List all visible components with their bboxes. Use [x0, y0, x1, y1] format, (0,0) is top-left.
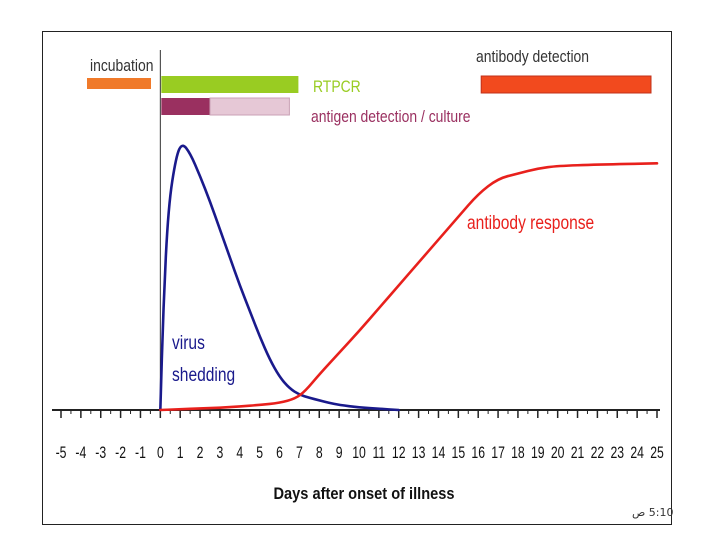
x-tick-label: 16 [471, 444, 485, 462]
x-tick-label: 22 [591, 444, 605, 462]
bar-antibody-detection [480, 75, 652, 94]
x-tick-label: 23 [610, 444, 624, 462]
x-tick-label: 8 [316, 444, 323, 462]
x-tick-label: 20 [551, 444, 565, 462]
bar-label-antibody-detection: antibody detection [476, 48, 589, 67]
series-label-virus-shedding: virus [172, 332, 205, 354]
bar-label-incubation: incubation [90, 57, 153, 76]
x-axis-label: Days after onset of illness [273, 485, 454, 503]
bar-label-rtpcr: RTPCR [313, 78, 361, 97]
x-tick-label: -5 [56, 444, 67, 462]
x-tick-label: 4 [236, 444, 243, 462]
series-label-antibody-response: antibody response [467, 212, 594, 234]
x-tick-label: 25 [650, 444, 664, 462]
chart-frame [42, 31, 672, 525]
x-tick-label: 21 [571, 444, 585, 462]
x-tick-label: 15 [452, 444, 466, 462]
series-line-antibody-response [159, 162, 659, 412]
x-tick-label: 17 [491, 444, 505, 462]
x-tick-label: 24 [630, 444, 644, 462]
x-tick-label: -4 [75, 444, 86, 462]
x-tick-label: -1 [135, 444, 146, 462]
x-tick-label: 18 [511, 444, 525, 462]
bar-antigen-culture [209, 97, 290, 116]
test-window-bars: incubation RTPCR antigen detection / cultu… [87, 48, 652, 127]
x-tick-label: 12 [392, 444, 406, 462]
x-tick-label: 0 [157, 444, 164, 462]
x-tick-label: 1 [177, 444, 184, 462]
x-tick-label: 13 [412, 444, 426, 462]
x-axis: -5 -4 -3 -2 -1 0 1 2 3 4 5 6 7 8 9 10 11 12 13 14 15 16 17 18 19… [52, 50, 664, 463]
x-tick-label: 7 [296, 444, 303, 462]
bar-label-antigen-detection-culture: antigen detection / culture [311, 108, 471, 127]
x-tick-label: 14 [432, 444, 446, 462]
x-tick-label: 19 [531, 444, 545, 462]
x-tick-label: 10 [352, 444, 366, 462]
series-label-virus-shedding: shedding [172, 364, 235, 386]
x-tick-label: -2 [115, 444, 126, 462]
x-tick-label: 2 [197, 444, 204, 462]
series-lines: virus shedding antibody response [159, 144, 659, 412]
bar-incubation [87, 78, 151, 89]
series-line-virus-shedding [159, 144, 401, 412]
x-tick-label: 9 [336, 444, 343, 462]
x-tick-label: 6 [276, 444, 283, 462]
slide-number: 5:10 ص [632, 506, 674, 519]
bar-rtpcr [161, 76, 299, 93]
x-tick-label: 11 [373, 444, 386, 462]
bar-antigen-solid [161, 98, 210, 115]
x-tick-label: 5 [256, 444, 263, 462]
x-tick-label: -3 [95, 444, 106, 462]
x-tick-label: 3 [217, 444, 224, 462]
